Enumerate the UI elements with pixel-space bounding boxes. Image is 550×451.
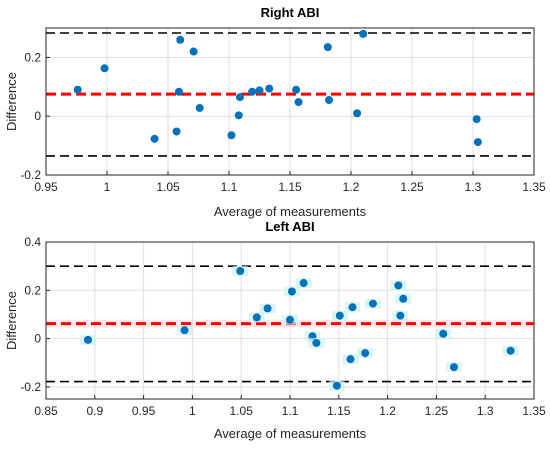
x-tick-label: 0.95 — [34, 180, 58, 194]
x-tick-label: 0.95 — [132, 404, 156, 418]
data-point — [265, 84, 274, 93]
data-point — [299, 279, 308, 288]
x-tick-label: 1.2 — [343, 180, 360, 194]
data-point — [368, 299, 377, 308]
data-point — [325, 96, 334, 105]
data-point — [473, 138, 482, 147]
data-point — [174, 87, 183, 96]
y-axis-label: Difference — [4, 72, 19, 131]
x-tick-label: 0.85 — [34, 404, 58, 418]
data-point — [73, 85, 82, 94]
y-tick-label: 0 — [34, 332, 41, 346]
x-tick-label: 1 — [104, 180, 111, 194]
data-point — [332, 381, 341, 390]
chart-title: Right ABI — [261, 5, 320, 20]
data-point — [255, 86, 264, 95]
data-point — [361, 349, 370, 358]
x-tick-label: 1.35 — [522, 180, 546, 194]
x-tick-label: 1.25 — [425, 404, 449, 418]
y-tick-label: 0.2 — [24, 50, 41, 64]
data-point — [472, 115, 481, 124]
data-point — [189, 47, 198, 56]
data-point — [287, 287, 296, 296]
y-tick-label: 0 — [34, 109, 41, 123]
data-point — [449, 363, 458, 372]
data-point — [83, 335, 92, 344]
data-point — [292, 85, 301, 94]
data-point — [172, 127, 181, 136]
x-axis-label: Average of measurements — [214, 426, 367, 441]
data-point — [353, 109, 362, 118]
chart-panel-2: 0.85 0.9 0.95 1 1.05 1.1 1.15 1.2 1.25 1.3 1.35 -0.… — [4, 219, 546, 441]
data-point — [252, 313, 261, 322]
data-point — [235, 93, 244, 102]
data-point — [394, 281, 403, 290]
x-tick-label: 1.05 — [156, 180, 180, 194]
x-tick-label: 1.1 — [282, 404, 299, 418]
data-point — [195, 103, 204, 112]
data-point — [176, 35, 185, 44]
x-tick-label: 1.3 — [465, 180, 482, 194]
x-tick-label: 1.3 — [477, 404, 494, 418]
data-point — [348, 303, 357, 312]
data-point — [150, 134, 159, 143]
x-tick-label: 1 — [189, 404, 196, 418]
data-point — [227, 131, 236, 140]
data-point — [439, 329, 448, 338]
data-point — [346, 355, 355, 364]
data-point — [399, 294, 408, 303]
y-tick-label: 0.4 — [24, 235, 41, 249]
data-point — [180, 326, 189, 335]
chart-panel-1: 0.95 1 1.05 1.1 1.15 1.2 1.25 1.3 1.35 -0.2 0 0.2 Ri… — [4, 5, 546, 219]
x-tick-label: 1.35 — [522, 404, 546, 418]
data-point — [323, 43, 332, 52]
data-point — [234, 111, 243, 120]
y-tick-label: -0.2 — [20, 380, 41, 394]
y-tick-label: -0.2 — [20, 168, 41, 182]
x-tick-label: 0.9 — [86, 404, 103, 418]
x-tick-label: 1.05 — [230, 404, 254, 418]
data-point — [248, 87, 257, 96]
data-point — [100, 64, 109, 73]
data-point — [335, 311, 344, 320]
data-point — [236, 266, 245, 275]
x-tick-label: 1.1 — [221, 180, 238, 194]
y-axis-label: Difference — [4, 291, 19, 350]
x-tick-label: 1.25 — [400, 180, 424, 194]
data-point — [396, 311, 405, 320]
data-point — [286, 315, 294, 324]
data-point — [359, 29, 368, 38]
data-point — [263, 304, 272, 313]
data-point — [312, 338, 321, 347]
data-point — [506, 346, 515, 355]
x-axis-label: Average of measurements — [214, 204, 367, 219]
data-point — [294, 98, 303, 107]
x-tick-label: 1.15 — [278, 180, 302, 194]
y-tick-label: 0.2 — [24, 283, 41, 297]
x-tick-label: 1.15 — [327, 404, 351, 418]
chart-title: Left ABI — [265, 219, 314, 234]
x-tick-label: 1.2 — [379, 404, 396, 418]
